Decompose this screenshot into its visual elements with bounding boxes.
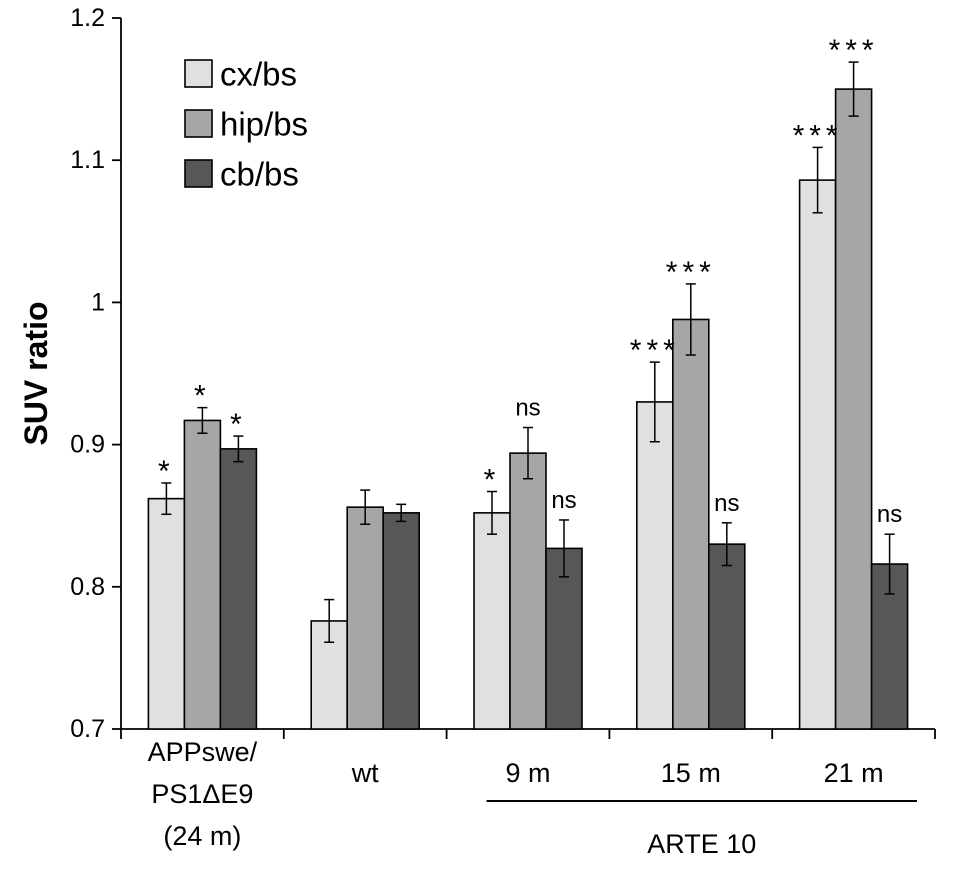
bar-hip-bs xyxy=(183,419,222,730)
legend-swatch xyxy=(184,109,213,138)
y-tick-label: 0.7 xyxy=(70,715,105,743)
y-tick-label: 1.2 xyxy=(70,4,105,32)
x-category-label: (24 m) xyxy=(163,821,241,851)
bar-hip-bs xyxy=(509,452,547,730)
bar-cb-bs xyxy=(707,543,746,730)
x-category-label: wt xyxy=(351,758,379,788)
legend-label: hip/bs xyxy=(220,106,308,143)
significance-label: * xyxy=(158,455,175,488)
significance-label: ns xyxy=(551,487,576,514)
bar-cx-bs xyxy=(635,401,674,730)
bar-cx-bs xyxy=(147,497,186,730)
significance-label: * xyxy=(484,464,501,497)
bar-cb-bs xyxy=(382,512,421,730)
x-category-label: 15 m xyxy=(661,758,721,788)
y-tick-label: 1 xyxy=(91,288,105,316)
bar-cb-bs xyxy=(219,448,258,730)
significance-label: *** xyxy=(666,256,716,289)
legend-label: cb/bs xyxy=(220,156,299,193)
y-tick-label: 0.9 xyxy=(70,431,105,459)
bar-hip-bs xyxy=(671,318,710,730)
significance-label: ns xyxy=(877,501,902,528)
significance-label: * xyxy=(230,408,247,441)
y-tick-label: 1.1 xyxy=(70,146,105,174)
x-category-label: APPswe/ xyxy=(148,737,258,767)
bar-cx-bs xyxy=(473,512,511,730)
significance-label: ns xyxy=(515,395,540,422)
significance-label: *** xyxy=(630,334,680,367)
group-label: ARTE 10 xyxy=(647,829,756,859)
bar-hip-bs xyxy=(834,88,873,730)
x-category-label: 21 m xyxy=(824,758,884,788)
bar-cx-bs xyxy=(798,179,837,730)
x-category-label: 9 m xyxy=(505,758,550,788)
bar-hip-bs xyxy=(346,506,385,730)
legend-swatch xyxy=(184,59,213,88)
x-category-label: PS1ΔE9 xyxy=(151,779,253,809)
legend-swatch xyxy=(184,159,213,188)
significance-label: *** xyxy=(829,34,879,67)
bar-cb-bs xyxy=(545,547,583,730)
significance-label: ns xyxy=(714,490,739,517)
legend-label: cx/bs xyxy=(220,56,297,93)
significance-label: * xyxy=(194,380,211,413)
significance-label: *** xyxy=(793,119,843,152)
y-axis-title: SUV ratio xyxy=(18,301,54,445)
bar-cb-bs xyxy=(870,563,909,730)
y-tick-label: 0.8 xyxy=(70,573,105,601)
